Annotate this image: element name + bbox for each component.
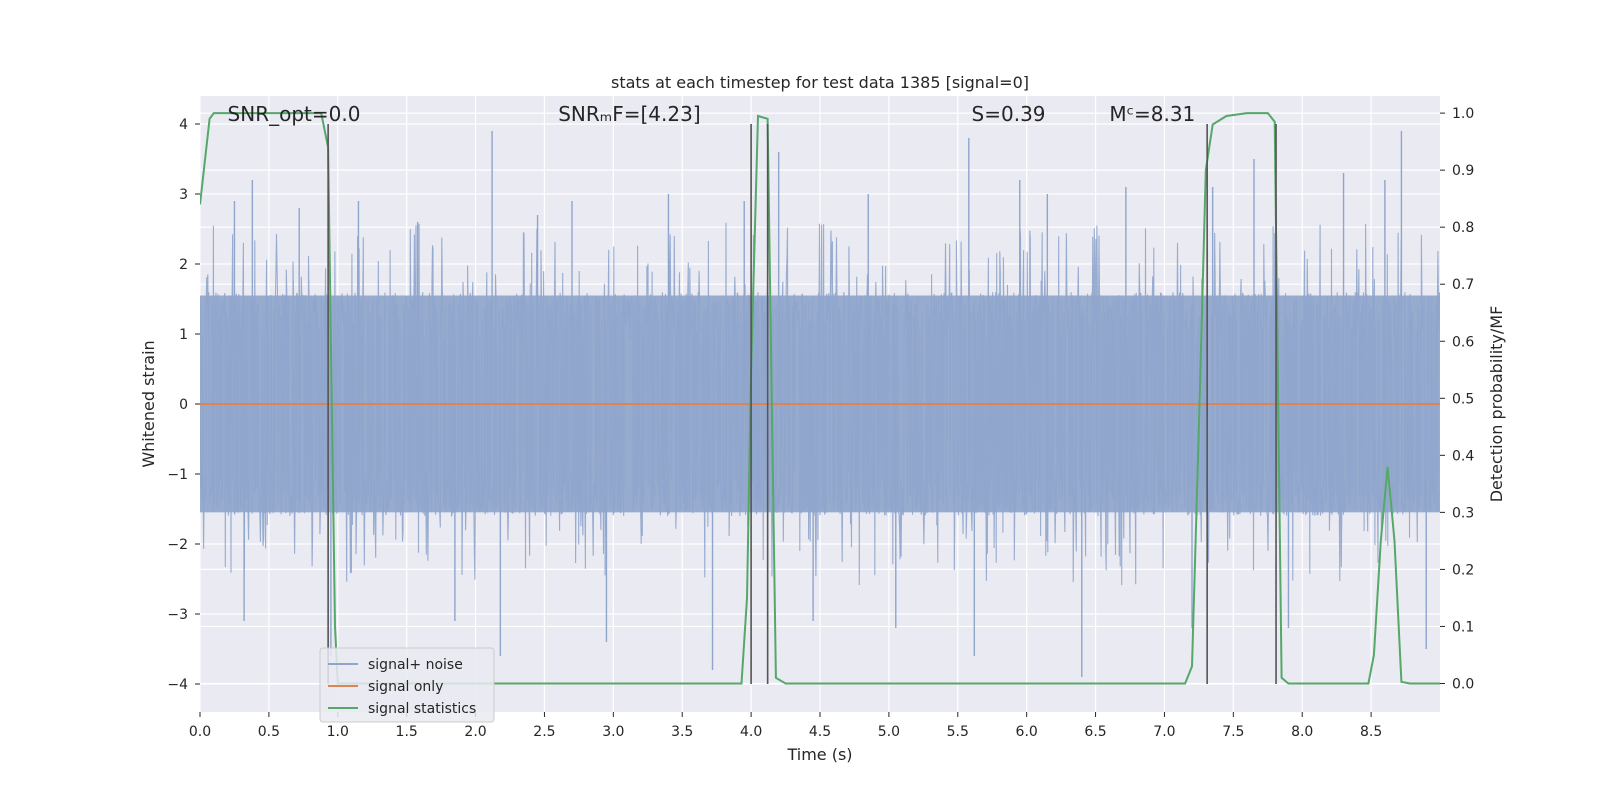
legend-label-signal-statistics: signal statistics (368, 701, 476, 717)
x-tick-label: 2.0 (464, 724, 486, 740)
x-tick-label: 5.0 (878, 724, 900, 740)
x-tick-label: 6.0 (1016, 724, 1038, 740)
y-tick-label: −4 (167, 677, 188, 693)
y-tick-label: 1 (179, 327, 188, 343)
annotation-text: S=0.39 (972, 102, 1046, 126)
y2-tick-label: 0.6 (1452, 334, 1474, 350)
annotation-text: SNRₘF=[4.23] (558, 102, 700, 126)
x-tick-label: 4.0 (740, 724, 762, 740)
y-tick-label: −3 (167, 607, 188, 623)
y2-tick-label: 0.1 (1452, 619, 1474, 635)
vertical-markers (327, 124, 1277, 684)
legend-box (319, 647, 495, 723)
y-tick-label: −1 (167, 467, 188, 483)
x-tick-label: 1.0 (327, 724, 349, 740)
legend-label-signal-only: signal only (368, 679, 443, 695)
y-tick-label: 4 (179, 117, 188, 133)
legend-label-signal-noise: signal+ noise (368, 657, 463, 673)
x-tick-label: 8.5 (1360, 724, 1382, 740)
y2-tick-label: 0.2 (1452, 562, 1474, 578)
x-tick-label: 5.5 (947, 724, 969, 740)
x-tick-label: 3.5 (671, 724, 693, 740)
y2-axis-label: Detection probability/MF (1487, 306, 1506, 503)
y2-tick-label: 0.3 (1452, 505, 1474, 521)
y-axis-label: Whitened strain (139, 340, 158, 467)
legend: signal+ noise signal only signal statist… (319, 647, 495, 723)
y2-tick-label: 0.8 (1452, 220, 1474, 236)
y2-tick-label: 0.4 (1452, 448, 1474, 464)
y-tick-label: 2 (179, 257, 188, 273)
y-tick-label: 3 (179, 187, 188, 203)
y-tick-label: 0 (179, 397, 188, 413)
y-tick-label: −2 (167, 537, 188, 553)
annotations: SNR_opt=0.0 SNRₘF=[4.23] S=0.39 Mᶜ=8.31 (228, 102, 1196, 126)
annotation-text: Mᶜ=8.31 (1109, 102, 1195, 126)
chart-title: stats at each timestep for test data 138… (611, 73, 1029, 92)
x-axis-label: Time (s) (786, 745, 852, 764)
y2-tick-label: 1.0 (1452, 106, 1474, 122)
y2-tick-label: 0.9 (1452, 163, 1474, 179)
y2-tick-label: 0.5 (1452, 391, 1474, 407)
annotation-text: SNR_opt=0.0 (228, 102, 361, 126)
x-tick-label: 0.5 (258, 724, 280, 740)
x-tick-label: 7.5 (1222, 724, 1244, 740)
x-tick-label: 0.0 (189, 724, 211, 740)
x-tick-label: 1.5 (396, 724, 418, 740)
x-tick-label: 3.0 (602, 724, 624, 740)
x-tick-label: 8.0 (1291, 724, 1313, 740)
x-tick-label: 4.5 (809, 724, 831, 740)
x-tick-label: 7.0 (1153, 724, 1175, 740)
y2-tick-label: 0.0 (1452, 676, 1474, 692)
x-tick-label: 2.5 (533, 724, 555, 740)
x-tick-label: 6.5 (1084, 724, 1106, 740)
y2-tick-label: 0.7 (1452, 277, 1474, 293)
axis-ticks: 0.0 0.5 1.0 1.5 2.0 2.5 3.0 3.5 4.0 4.5 5.0 5.5 6.0 6… (167, 106, 1474, 740)
